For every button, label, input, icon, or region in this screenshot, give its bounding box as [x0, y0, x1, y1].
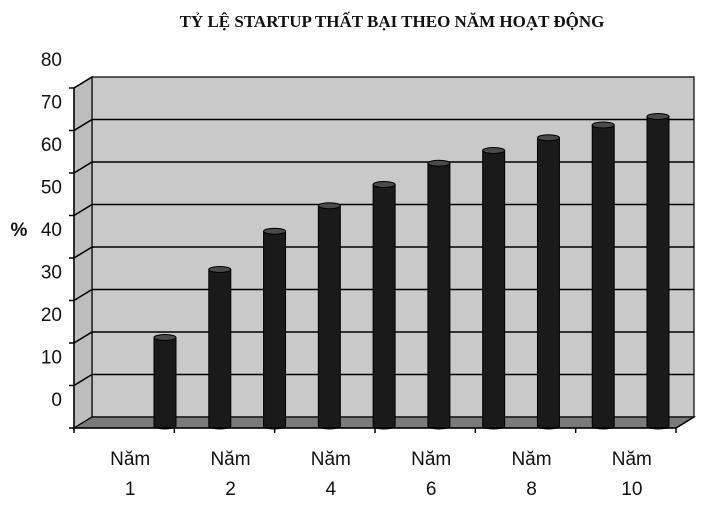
gridline-side: [73, 76, 93, 89]
y-tick-label: 0: [51, 390, 62, 411]
y-tick-label: 80: [41, 50, 62, 71]
bar-top: [646, 113, 670, 120]
x-tick-label: 4: [326, 479, 337, 500]
y-tick-label: 20: [41, 305, 62, 326]
bar: [317, 202, 341, 430]
bar: [427, 159, 451, 430]
x-tick-label: Năm: [411, 449, 451, 470]
gridline-side: [73, 118, 93, 132]
bar-body: [153, 337, 177, 430]
x-axis-end: [675, 416, 695, 429]
y-tick-label: 10: [41, 348, 62, 369]
bar-body: [536, 137, 560, 430]
bar-top: [372, 181, 396, 188]
bar-top: [427, 159, 451, 167]
bar-top: [482, 147, 506, 154]
bar-body: [591, 124, 615, 430]
gridline-side: [73, 246, 93, 259]
bar-top: [208, 266, 232, 273]
bar-body: [208, 269, 232, 430]
x-tick-label: 8: [526, 479, 537, 500]
x-tick-label: 10: [621, 479, 642, 500]
x-tick-label: 2: [225, 479, 236, 500]
bar: [536, 134, 560, 430]
bar: [646, 113, 670, 430]
x-tick-label: Năm: [110, 449, 150, 470]
bar-top: [591, 121, 615, 129]
y-tick-label: 30: [41, 263, 62, 284]
gridline-side: [73, 288, 93, 302]
bars: [153, 113, 670, 430]
gridline-side: [73, 161, 93, 174]
bar: [153, 334, 177, 430]
bar-body: [427, 162, 451, 430]
y-axis-ticks: 0 10 20 30 40 50 60 70 80: [41, 50, 75, 429]
x-tick-label: Năm: [511, 449, 551, 470]
bar-body: [482, 150, 506, 430]
x-tick-label: Năm: [311, 449, 351, 470]
bar-body: [263, 230, 287, 430]
y-tick-label: 50: [41, 178, 62, 199]
chart-title: TỶ LỆ STARTUP THẤT BẠI THEO NĂM HOẠT ĐỘN…: [180, 12, 605, 31]
gridline-side: [73, 203, 93, 217]
x-tick-label: Năm: [210, 449, 250, 470]
bar-top: [317, 202, 341, 210]
bar: [263, 227, 287, 430]
bar: [372, 181, 396, 430]
bar-body: [372, 184, 396, 430]
gridline-side: [73, 331, 93, 344]
bar: [591, 121, 615, 430]
x-axis-ticks: Năm 1 Năm 2 Năm 4 Năm 6 Năm 8 Năm 10: [73, 416, 695, 500]
bar-body: [646, 116, 670, 430]
x-tick-label: 1: [125, 479, 136, 500]
bar-top: [536, 134, 560, 142]
bar: [208, 266, 232, 430]
y-axis-label: %: [11, 220, 28, 241]
bar-top: [153, 334, 177, 341]
x-tick-label: Năm: [612, 449, 652, 470]
bar: [482, 147, 506, 430]
bar-top: [263, 227, 287, 235]
y-tick-label: 60: [41, 135, 62, 156]
bar-body: [317, 205, 341, 430]
y-tick-label: 40: [41, 220, 62, 241]
gridline-side: [73, 373, 93, 387]
x-tick-label: 6: [426, 479, 437, 500]
y-tick-label: 70: [41, 93, 62, 114]
